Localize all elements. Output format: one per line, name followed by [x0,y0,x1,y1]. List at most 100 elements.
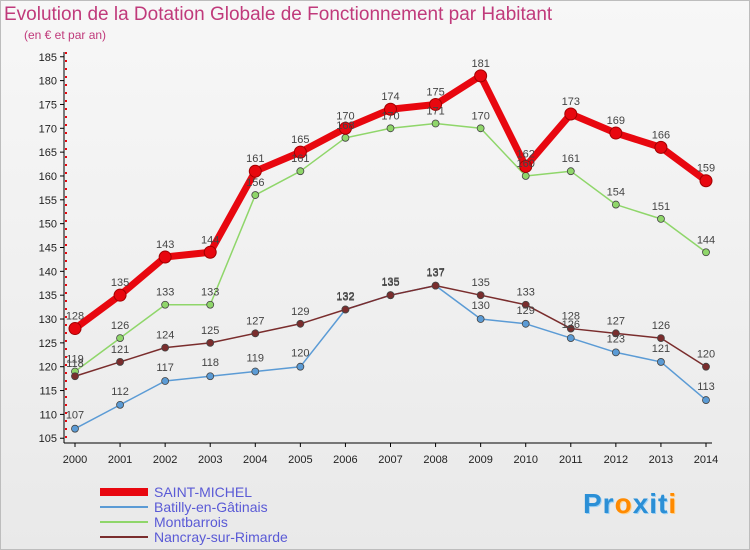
y-tick-label: 105 [39,433,57,445]
y-tick-label: 125 [39,338,57,350]
data-label: 181 [471,58,489,70]
data-point [116,358,124,366]
data-label: 135 [381,276,399,288]
data-point [429,97,443,111]
x-tick-label: 2009 [468,454,492,466]
data-point [386,291,395,300]
data-point [519,159,533,173]
data-point [521,300,530,309]
data-point [296,362,305,371]
data-point [431,281,440,290]
data-label: 121 [652,343,670,355]
data-point [251,191,260,199]
legend-label: Montbarrois [154,514,228,530]
data-point [341,133,350,142]
data-label: 129 [291,306,309,318]
data-label: 175 [426,86,444,98]
data-point [296,167,305,176]
data-label: 174 [381,91,399,103]
data-label: 137 [426,267,444,279]
data-label: 135 [471,277,489,289]
chart-subtitle: (en € et par an) [24,28,107,42]
data-point [657,358,665,366]
data-label: 118 [66,358,84,370]
data-point [206,372,215,381]
data-point [113,288,127,302]
data-point [296,319,305,328]
y-tick-label: 110 [39,409,57,421]
data-label: 166 [652,129,670,141]
data-point [566,334,575,342]
legend-label: SAINT-MICHEL [154,484,252,500]
x-tick-label: 2003 [198,454,222,466]
data-label: 126 [562,319,580,331]
y-tick-label: 140 [39,266,57,278]
data-label: 126 [652,320,670,332]
data-point [341,305,350,314]
data-label: 113 [697,381,715,393]
data-label: 121 [111,344,129,356]
x-tick-label: 2001 [108,454,132,466]
data-label: 127 [246,315,264,327]
data-point [474,69,488,83]
data-label: 170 [471,110,489,122]
data-point [611,200,620,209]
y-tick-label: 135 [39,290,57,302]
x-tick-label: 2004 [243,454,267,466]
data-label: 171 [426,106,444,118]
data-label: 143 [156,239,174,251]
data-label: 119 [247,352,265,364]
data-point [384,102,397,116]
chart-title: Evolution de la Dotation Globale de Fonc… [4,4,553,25]
series-line-1 [74,284,707,430]
x-tick-label: 2014 [694,454,718,466]
x-tick-label: 2005 [288,454,312,466]
data-point [338,121,352,135]
data-label: 128 [562,311,580,323]
data-label: 133 [517,287,535,299]
data-point [657,334,665,342]
data-point [251,329,260,338]
data-point [203,245,217,259]
data-point [702,362,710,371]
data-point [68,322,82,336]
x-tick-label: 2010 [513,454,537,466]
data-point [564,107,578,121]
data-label: 107 [66,410,84,422]
data-point [116,334,124,342]
data-label: 120 [291,348,309,360]
data-label: 133 [201,287,219,299]
x-tick-label: 2011 [559,454,583,466]
data-point [702,248,710,257]
y-tick-label: 165 [39,147,57,159]
data-label: 117 [156,362,174,374]
data-label: 170 [381,110,399,122]
data-label: 161 [246,153,264,165]
data-label: 127 [607,315,625,327]
data-label: 120 [697,349,715,361]
data-point [431,119,440,128]
legend-label: Nancray-sur-Rimarde [154,529,288,545]
data-point [116,400,124,409]
data-point [476,315,485,323]
y-tick-label: 120 [39,362,57,374]
data-point [161,377,170,385]
y-tick-label: 175 [39,99,57,111]
data-point [71,424,79,433]
data-label: 124 [156,330,174,342]
x-tick-label: 2006 [333,454,357,466]
data-label: 160 [517,158,535,170]
x-tick-label: 2007 [378,454,402,466]
x-tick-label: 2008 [423,454,447,466]
y-tick-label: 180 [39,76,57,88]
data-label: 135 [381,277,399,289]
data-label: 123 [607,333,625,345]
proxiti-logo: Proxiti [583,488,678,519]
data-label: 129 [517,305,535,317]
data-label: 173 [562,96,580,108]
y-tick-label: 145 [39,243,57,255]
data-label: 130 [471,300,489,312]
data-label: 159 [697,163,715,175]
data-label: 128 [66,311,84,323]
